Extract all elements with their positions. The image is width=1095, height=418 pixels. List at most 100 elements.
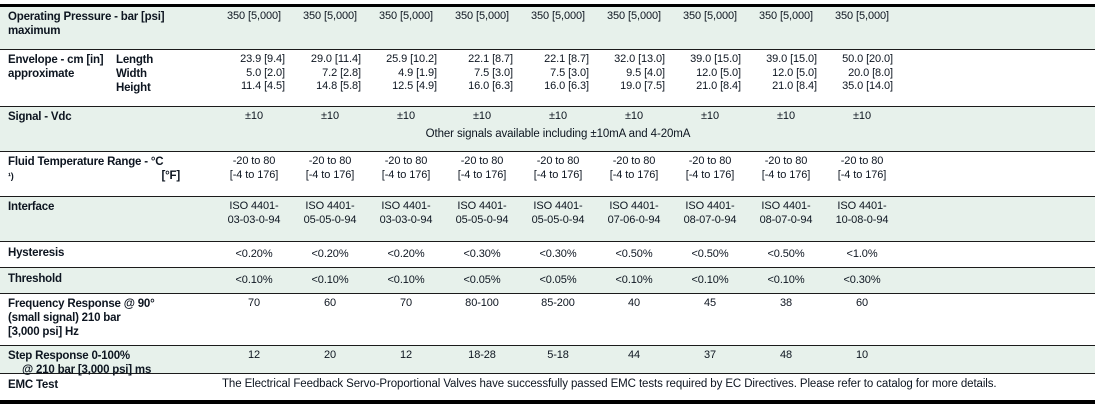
row-interface: Interface ISO 4401- 03-03-0-94 ISO 4401- 05…: [0, 197, 1095, 242]
specifications-table: Operating Pressure - bar [psi] maximum 3…: [0, 4, 1095, 404]
hysteresis-value-cell: <1.0%: [846, 248, 878, 260]
operating-pressure-values: 350 [5,000] 350 [5,000] 350 [5,000] 350 [5,…: [216, 7, 900, 49]
interface-value-cell: ISO 4401- 08-07-0-94: [759, 200, 813, 226]
interface-value-cell: ISO 4401- 10-08-0-94: [835, 200, 889, 226]
emc-test-label-text: EMC Test: [8, 379, 58, 391]
footnote-marker: ¹): [8, 171, 14, 181]
threshold-values: <0.10% <0.10% <0.10% <0.05% <0.05% <0.10% <0.1…: [216, 268, 900, 293]
row-frequency-response: Frequency Response @ 90° (small signal) …: [0, 294, 1095, 346]
interface-value-cell: ISO 4401- 03-03-0-94: [227, 200, 281, 226]
hysteresis-label: Hysteresis: [0, 242, 216, 267]
row-hysteresis: Hysteresis <0.20% <0.20% <0.20% <0.30% <0.30…: [0, 242, 1095, 268]
operating-pressure-value-cell: 350 [5,000]: [227, 10, 281, 22]
envelope-values: 23.9 [9.4] 5.0 [2.0] 11.4 [4.5] 29.0 [11.4]…: [216, 50, 900, 106]
step-response-value-cell: 20: [323, 349, 337, 361]
fluid-temperature-value-cell: -20 to 80 [-4 to 176]: [685, 155, 735, 181]
fluid-temperature-value-cell: -20 to 80 [-4 to 176]: [837, 155, 887, 181]
interface-values: ISO 4401- 03-03-0-94 ISO 4401- 05-05-0-94 IS…: [216, 197, 900, 241]
hysteresis-value-cell: <0.50%: [615, 248, 653, 260]
envelope-value-cell: 22.1 [8.7] 7.5 [3.0] 16.0 [6.3]: [468, 53, 513, 92]
envelope-value-cell: 39.0 [15.0] 12.0 [5.0] 21.0 [8.4]: [690, 53, 741, 92]
row-filler: [900, 107, 1095, 151]
envelope-label: Envelope - cm [in] approximate Length Wid…: [0, 50, 216, 106]
interface-value-cell: ISO 4401- 03-03-0-94: [379, 200, 433, 226]
frequency-response-value-cell: 60: [855, 297, 869, 309]
signal-value-cell: ±10: [321, 110, 339, 122]
frequency-response-value-cell: 70: [399, 297, 413, 309]
row-signal: Signal - Vdc ±10 ±10 ±10 ±10 ±10 ±10 ±10 ±10 ±10…: [0, 107, 1095, 152]
operating-pressure-label-line2: maximum: [8, 25, 61, 37]
signal-value-cell: ±10: [853, 110, 871, 122]
interface-label: Interface: [0, 197, 216, 241]
fluid-temperature-values: -20 to 80 [-4 to 176] -20 to 80 [-4 to 176]…: [216, 152, 900, 196]
row-filler: [900, 7, 1095, 49]
step-response-value-cell: 37: [703, 349, 717, 361]
fluid-temperature-unit-f: [°F]: [161, 170, 181, 182]
threshold-value-cell: <0.05%: [463, 274, 501, 286]
fluid-temperature-value-cell: -20 to 80 [-4 to 176]: [381, 155, 431, 181]
envelope-value-cell: 39.0 [15.0] 12.0 [5.0] 21.0 [8.4]: [766, 53, 817, 92]
threshold-value-cell: <0.05%: [539, 274, 577, 286]
envelope-sub-label: Width: [116, 68, 147, 80]
frequency-response-value-cell: 40: [627, 297, 641, 309]
operating-pressure-value-cell: 350 [5,000]: [607, 10, 661, 22]
signal-label-text: Signal - Vdc: [8, 111, 72, 123]
frequency-response-label: Frequency Response @ 90° (small signal) …: [0, 294, 216, 345]
operating-pressure-value-cell: 350 [5,000]: [835, 10, 889, 22]
row-filler: [900, 197, 1095, 241]
row-emc-test: EMC Test The Electrical Feedback Servo-P…: [0, 374, 1095, 400]
signal-value-cell: ±10: [473, 110, 491, 122]
operating-pressure-value-cell: 350 [5,000]: [759, 10, 813, 22]
frequency-response-value-cell: 80-100: [465, 297, 499, 309]
row-filler: [900, 268, 1095, 293]
signal-value-cell: ±10: [245, 110, 263, 122]
operating-pressure-label: Operating Pressure - bar [psi] maximum: [0, 7, 216, 49]
signal-value-cell: ±10: [549, 110, 567, 122]
fluid-temperature-value-cell: -20 to 80 [-4 to 176]: [229, 155, 279, 181]
hysteresis-value-cell: <0.20%: [311, 248, 349, 260]
hysteresis-value-cell: <0.30%: [463, 248, 501, 260]
fluid-temperature-value-cell: -20 to 80 [-4 to 176]: [609, 155, 659, 181]
fluid-temperature-value-cell: -20 to 80 [-4 to 176]: [761, 155, 811, 181]
interface-value-cell: ISO 4401- 07-06-0-94: [607, 200, 661, 226]
row-filler: [900, 242, 1095, 267]
step-response-value-cell: 12: [399, 349, 413, 361]
envelope-sub-label: Length: [116, 54, 154, 66]
envelope-value-cell: 23.9 [9.4] 5.0 [2.0] 11.4 [4.5]: [240, 53, 285, 92]
hysteresis-value-cell: <0.30%: [539, 248, 577, 260]
step-response-label: Step Response 0-100% @ 210 bar [3,000 ps…: [0, 346, 216, 376]
fluid-temperature-label-line2: ¹) [°F]: [8, 169, 216, 183]
step-response-value-cell: 18-28: [468, 349, 496, 361]
frequency-response-value-cell: 60: [323, 297, 337, 309]
fluid-temperature-label: Fluid Temperature Range - °C ¹) [°F]: [0, 152, 216, 196]
step-response-label-line1: Step Response 0-100%: [8, 350, 130, 362]
row-envelope: Envelope - cm [in] approximate Length Wid…: [0, 50, 1095, 107]
signal-value-cell: ±10: [701, 110, 719, 122]
operating-pressure-label-line1: Operating Pressure - bar [psi]: [8, 11, 165, 23]
frequency-response-value-cell: 38: [779, 297, 793, 309]
operating-pressure-value-cell: 350 [5,000]: [455, 10, 509, 22]
signal-note: Other signals available including ±10mA …: [425, 127, 691, 140]
envelope-value-cell: 29.0 [11.4] 7.2 [2.8] 14.8 [5.8]: [310, 53, 361, 92]
frequency-response-value-cell: 70: [247, 297, 261, 309]
envelope-value-cell: 22.1 [8.7] 7.5 [3.0] 16.0 [6.3]: [544, 53, 589, 92]
envelope-sub-labels: Length Width Height: [116, 53, 216, 106]
frequency-response-label-line2: (small signal) 210 bar: [8, 312, 121, 324]
emc-test-statement: The Electrical Feedback Servo-Proportion…: [222, 378, 997, 390]
envelope-label-main: Envelope - cm [in] approximate: [8, 53, 116, 106]
frequency-response-value-cell: 85-200: [541, 297, 575, 309]
operating-pressure-value-cell: 350 [5,000]: [531, 10, 585, 22]
frequency-response-label-line3: [3,000 psi] Hz: [8, 326, 79, 338]
threshold-value-cell: <0.10%: [767, 274, 805, 286]
signal-value-cell: ±10: [777, 110, 795, 122]
frequency-response-value-cell: 45: [703, 297, 717, 309]
hysteresis-values: <0.20% <0.20% <0.20% <0.30% <0.30% <0.50% <0.5…: [216, 242, 900, 267]
step-response-values: 12 20 12 18-28 5-18 44 37 48 10: [216, 346, 900, 373]
fluid-temperature-value-cell: -20 to 80 [-4 to 176]: [457, 155, 507, 181]
threshold-label: Threshold: [0, 268, 216, 293]
row-filler: [900, 50, 1095, 106]
signal-value-cell: ±10: [625, 110, 643, 122]
signal-values-wrap: ±10 ±10 ±10 ±10 ±10 ±10 ±10 ±10 ±10 Other signal…: [216, 107, 900, 151]
row-step-response: Step Response 0-100% @ 210 bar [3,000 ps…: [0, 346, 1095, 376]
emc-test-label: EMC Test: [0, 374, 216, 400]
